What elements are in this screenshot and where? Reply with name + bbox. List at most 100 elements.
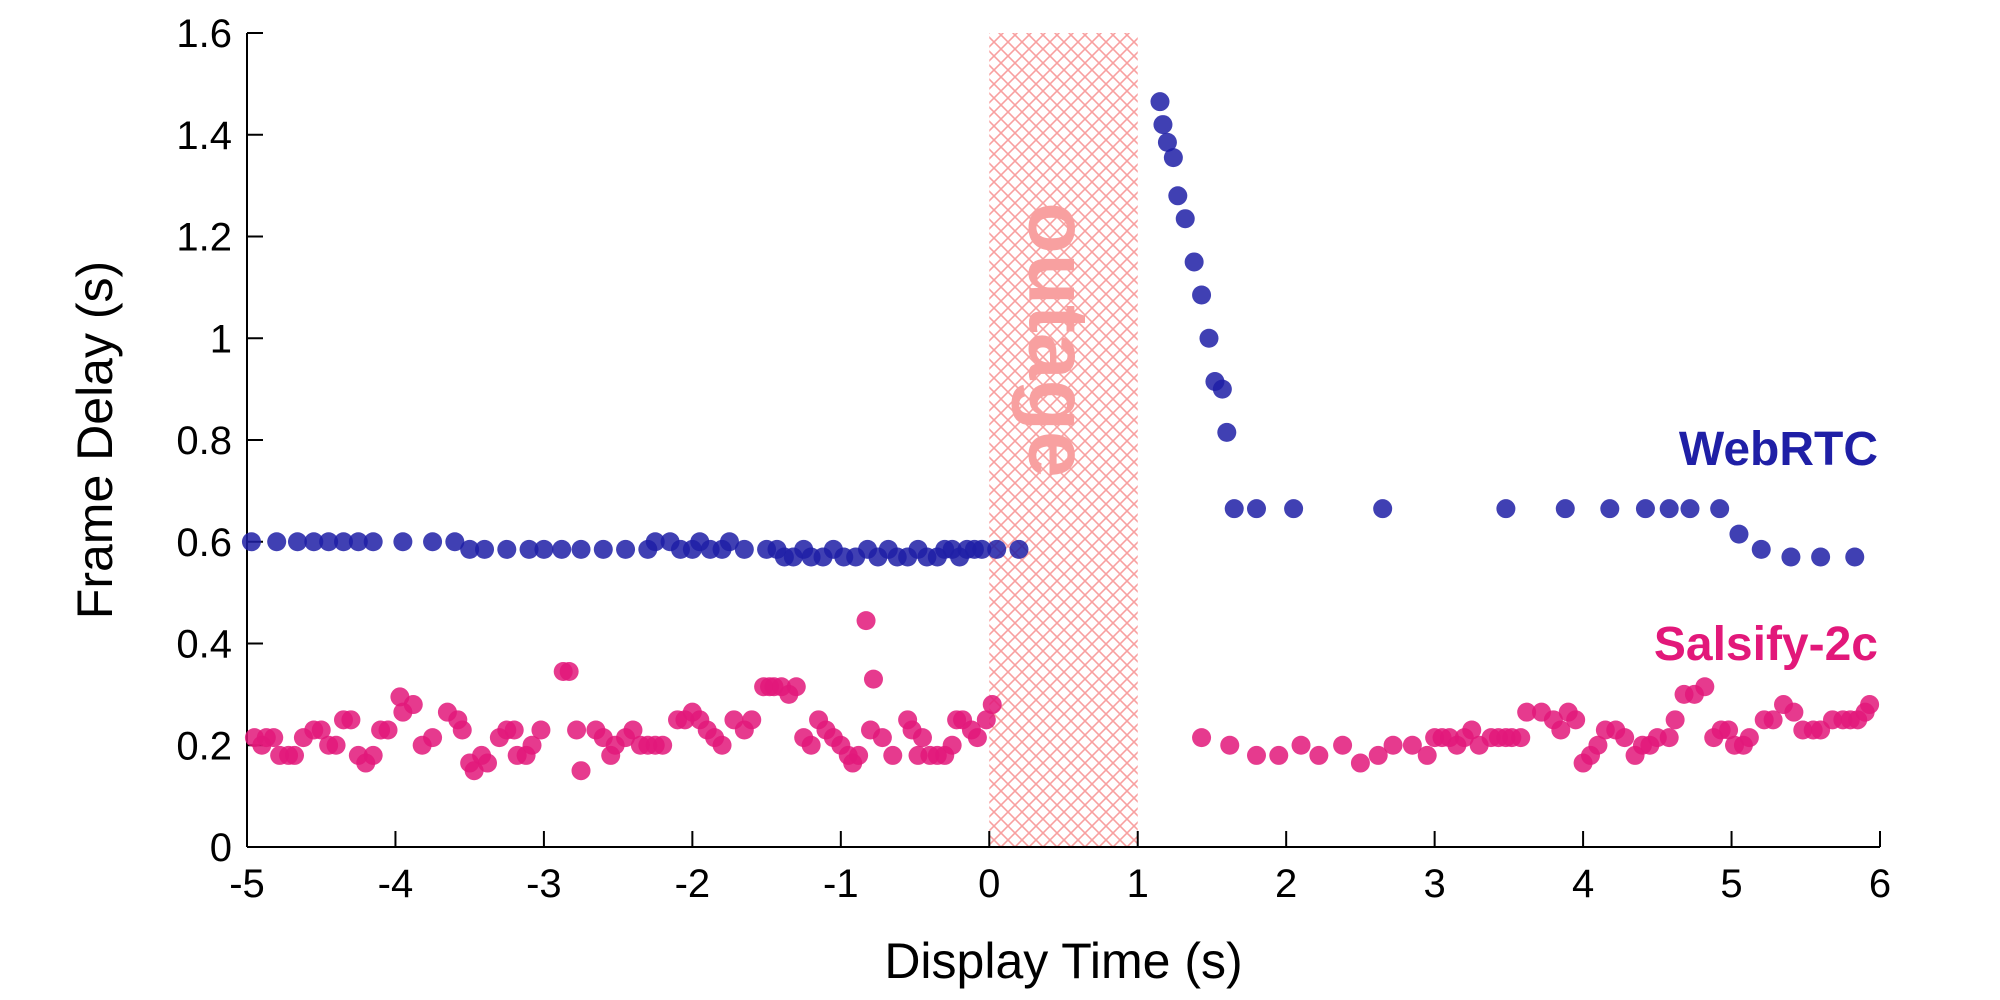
data-point bbox=[1163, 148, 1183, 168]
data-point bbox=[497, 539, 517, 559]
outage-hatched-area bbox=[989, 33, 1138, 847]
data-point bbox=[1284, 499, 1304, 519]
data-point bbox=[304, 532, 324, 552]
data-point bbox=[311, 720, 331, 740]
data-point bbox=[883, 745, 903, 765]
data-point bbox=[1246, 745, 1266, 765]
data-point bbox=[1150, 92, 1170, 112]
data-point bbox=[1665, 710, 1685, 730]
data-point bbox=[571, 539, 591, 559]
data-point bbox=[267, 532, 287, 552]
data-point bbox=[363, 532, 383, 552]
data-point bbox=[423, 728, 443, 748]
data-point bbox=[1659, 499, 1679, 519]
data-point bbox=[1555, 499, 1575, 519]
data-point bbox=[363, 745, 383, 765]
data-point bbox=[452, 720, 472, 740]
data-point bbox=[393, 532, 413, 552]
y-tick-label: 0.6 bbox=[176, 521, 232, 565]
data-point bbox=[912, 728, 932, 748]
data-point bbox=[1402, 735, 1422, 755]
data-point bbox=[1517, 702, 1537, 722]
data-point bbox=[719, 532, 739, 552]
data-point bbox=[1710, 499, 1730, 519]
data-points bbox=[241, 92, 1880, 781]
data-point bbox=[1224, 499, 1244, 519]
data-point bbox=[1680, 499, 1700, 519]
data-point bbox=[742, 710, 762, 730]
data-point bbox=[967, 728, 987, 748]
x-tick-label: -4 bbox=[378, 862, 414, 906]
series-salsify-2c-points bbox=[244, 611, 1880, 781]
data-point bbox=[287, 532, 307, 552]
y-tick-label: 0 bbox=[210, 826, 232, 870]
data-point bbox=[241, 532, 261, 552]
data-point bbox=[1291, 735, 1311, 755]
data-point bbox=[1192, 285, 1212, 305]
y-tick-label: 1.4 bbox=[176, 114, 232, 158]
data-point bbox=[653, 735, 673, 755]
data-point bbox=[1811, 547, 1831, 567]
x-tick-label: -5 bbox=[229, 862, 265, 906]
data-point bbox=[1462, 720, 1482, 740]
data-point bbox=[786, 677, 806, 697]
data-point bbox=[1220, 735, 1240, 755]
data-point bbox=[1496, 499, 1516, 519]
data-point bbox=[534, 539, 554, 559]
y-tick-label: 0.2 bbox=[176, 724, 232, 768]
data-point bbox=[856, 611, 876, 631]
data-point bbox=[1566, 710, 1586, 730]
data-point bbox=[712, 735, 732, 755]
data-point bbox=[477, 753, 497, 773]
data-point bbox=[1763, 710, 1783, 730]
data-point bbox=[522, 735, 542, 755]
x-axis-title: Display Time (s) bbox=[884, 933, 1242, 989]
data-point bbox=[1153, 115, 1173, 135]
data-point bbox=[1511, 728, 1531, 748]
data-point bbox=[1373, 499, 1393, 519]
data-point bbox=[942, 735, 962, 755]
data-point bbox=[734, 539, 754, 559]
data-point bbox=[1157, 132, 1177, 152]
data-point bbox=[863, 669, 883, 689]
data-point bbox=[285, 745, 305, 765]
data-point bbox=[348, 532, 368, 552]
x-tick-label: 6 bbox=[1869, 862, 1891, 906]
data-point bbox=[1860, 695, 1880, 715]
data-point bbox=[872, 728, 892, 748]
x-tick-label: 1 bbox=[1127, 862, 1149, 906]
data-point bbox=[1383, 735, 1403, 755]
x-tick-label: -1 bbox=[823, 862, 859, 906]
data-point bbox=[976, 710, 996, 730]
data-point bbox=[567, 720, 587, 740]
data-point bbox=[1659, 728, 1679, 748]
data-point bbox=[403, 695, 423, 715]
y-axis-title: Frame Delay (s) bbox=[67, 261, 123, 619]
y-tick-label: 1.6 bbox=[176, 12, 232, 56]
data-point bbox=[801, 735, 821, 755]
data-point bbox=[1751, 539, 1771, 559]
data-point bbox=[1309, 745, 1329, 765]
data-point bbox=[1368, 745, 1388, 765]
data-point bbox=[333, 532, 353, 552]
data-point bbox=[1588, 735, 1608, 755]
x-tick-label: 5 bbox=[1720, 862, 1742, 906]
data-point bbox=[1333, 735, 1353, 755]
x-tick-label: 0 bbox=[978, 862, 1000, 906]
data-point bbox=[1600, 499, 1620, 519]
y-axis-ticks: 0 0.2 0.4 0.6 0.8 1 1.2 1.4 1.6 bbox=[176, 12, 263, 870]
data-point bbox=[264, 728, 284, 748]
x-axis-ticks: -5 -4 -3 -2 -1 0 1 2 3 4 5 6 bbox=[229, 831, 1891, 906]
outage-region: outage bbox=[989, 33, 1138, 847]
series-webrtc-points bbox=[241, 92, 1865, 567]
x-tick-label: -3 bbox=[526, 862, 562, 906]
x-tick-label: 4 bbox=[1572, 862, 1594, 906]
data-point bbox=[1719, 720, 1739, 740]
data-point bbox=[645, 532, 665, 552]
data-point bbox=[445, 532, 465, 552]
data-point bbox=[987, 539, 1007, 559]
data-point bbox=[1845, 547, 1865, 567]
data-point bbox=[972, 539, 992, 559]
